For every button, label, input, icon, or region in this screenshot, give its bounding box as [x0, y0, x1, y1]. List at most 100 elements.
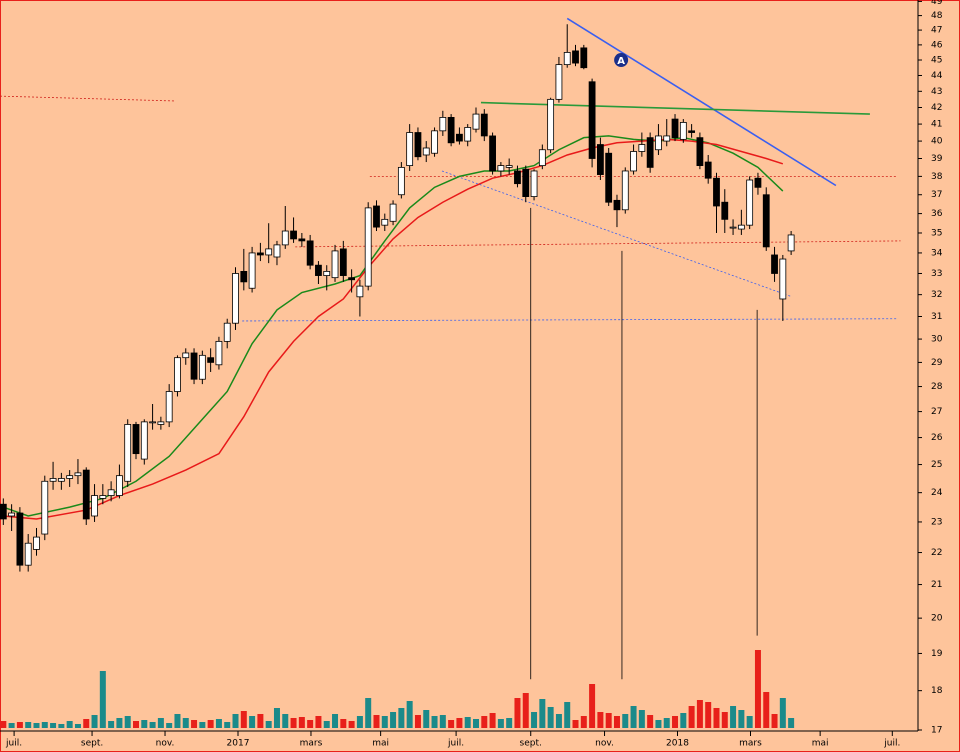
x-tick-label: mars [739, 739, 762, 749]
volume-bar [8, 723, 15, 728]
volume-bar [497, 719, 504, 728]
candle-body [323, 270, 331, 276]
x-tick-label: nov. [156, 739, 175, 749]
volume-bar [199, 722, 206, 728]
candle-body [207, 357, 215, 363]
x-tick-label: mars [300, 739, 323, 749]
trend-line [242, 318, 898, 322]
candle-body [605, 152, 613, 203]
candle-body [116, 475, 123, 496]
y-tick-label: 42 [931, 103, 942, 113]
volume-bar [116, 718, 123, 728]
candle-body [331, 250, 339, 279]
candle-body [315, 264, 322, 276]
y-tick-label: 46 [931, 40, 943, 50]
candle-body [290, 230, 297, 240]
volume-bar [589, 684, 596, 728]
volume-bar [431, 716, 438, 728]
volume-bar [672, 716, 679, 728]
candle-body [646, 137, 654, 168]
candle-body [0, 503, 7, 520]
volume-bar [149, 722, 156, 728]
volume-bar [514, 698, 521, 728]
volume-bar [373, 715, 380, 728]
candle-body [41, 480, 49, 535]
y-tick-label: 20 [931, 614, 943, 624]
volume-bar [406, 701, 413, 728]
y-tick-label: 21 [931, 580, 942, 590]
volume-bar [215, 719, 222, 728]
volume-bar [99, 671, 106, 728]
candle-body [630, 151, 637, 172]
y-tick-label: 36 [931, 209, 943, 219]
x-tick-label: juil. [883, 739, 900, 749]
volume-bar [763, 692, 770, 728]
trend-line [0, 95, 175, 102]
y-tick-label: 41 [931, 120, 942, 130]
candle-body [456, 133, 463, 142]
candle-body [655, 135, 662, 151]
volume-bar [174, 714, 181, 728]
candle-body [497, 165, 505, 172]
y-tick-label: 19 [931, 649, 943, 659]
y-tick-label: 27 [931, 407, 942, 417]
volume-bar [746, 716, 753, 728]
y-tick-label: 26 [931, 433, 943, 443]
y-tick-label: 44 [931, 71, 943, 81]
candle-body [737, 224, 745, 230]
x-tick-label: mai [372, 739, 389, 749]
y-tick-label: 33 [931, 269, 942, 279]
candle-body [273, 244, 281, 258]
volume-bar [580, 716, 587, 728]
volume-bar [307, 720, 314, 728]
candle-body [339, 248, 347, 276]
candle-body [8, 512, 16, 517]
candle-body [66, 475, 74, 479]
volume-bar [473, 719, 479, 728]
volume-bar [273, 708, 280, 728]
volume-bar [721, 712, 728, 728]
candle-body [182, 352, 190, 359]
volume-bar [265, 721, 272, 728]
volume-bar [779, 698, 786, 728]
y-tick-label: 22 [931, 548, 942, 558]
candle-body [729, 226, 737, 229]
volume-bar [50, 723, 57, 728]
candle-body [165, 391, 173, 423]
candle-body [621, 170, 629, 211]
candle-body [771, 254, 778, 274]
volume-bar [83, 719, 90, 728]
candle-body [406, 132, 414, 167]
candle-body [464, 127, 472, 142]
volume-bar [108, 721, 115, 728]
volume-bar [663, 718, 670, 728]
candle-body [140, 421, 148, 460]
candle-body [198, 354, 206, 380]
candle-body [240, 270, 248, 283]
candle-body [281, 230, 289, 246]
volume-bar [25, 722, 32, 728]
volume-bar [240, 711, 247, 728]
y-tick-label: 18 [931, 686, 943, 696]
candle-body [57, 478, 65, 482]
volume-bar [390, 712, 397, 728]
volume-bar [522, 693, 529, 728]
candle-body [679, 122, 687, 140]
volume-bar [754, 650, 761, 728]
volume-bar [66, 721, 73, 728]
volume-bar [257, 714, 264, 728]
candle-body [713, 177, 720, 207]
volume-bar [232, 714, 239, 728]
y-tick-label: 35 [931, 228, 942, 238]
volume-bar [547, 707, 554, 728]
candle-body [704, 161, 712, 179]
y-tick-label: 34 [931, 248, 943, 258]
y-tick-label: 47 [931, 26, 942, 36]
volume-bar [365, 698, 372, 728]
trend-line [480, 101, 870, 115]
y-tick-label: 28 [931, 382, 943, 392]
candle-body [721, 201, 729, 220]
candle-body [356, 285, 364, 298]
volume-bar [91, 715, 98, 728]
